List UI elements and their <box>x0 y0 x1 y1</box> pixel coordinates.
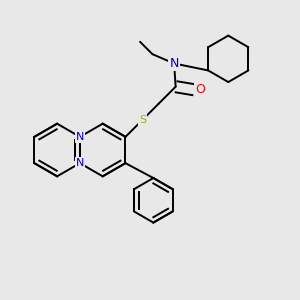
Text: S: S <box>139 115 146 125</box>
Text: N: N <box>76 158 84 168</box>
Text: N: N <box>76 132 84 142</box>
Text: N: N <box>169 57 179 70</box>
Text: O: O <box>195 83 205 96</box>
